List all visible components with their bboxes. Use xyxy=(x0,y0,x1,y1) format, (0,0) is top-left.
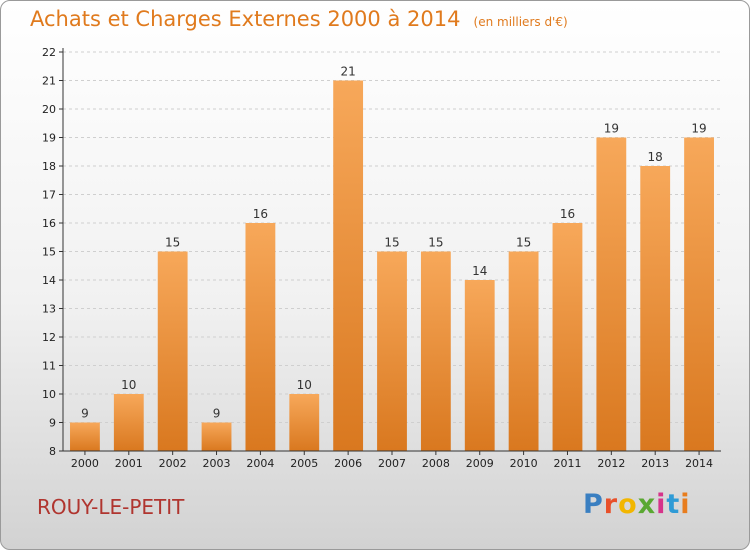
bar-value-label: 19 xyxy=(604,122,619,136)
x-tick-label: 2006 xyxy=(334,457,362,470)
x-axis: 2000 2001 2002 2003 2004 2005 2006 2007 2008 2009… xyxy=(63,450,721,470)
y-tick-label: 8 xyxy=(49,445,56,458)
bar-2007 xyxy=(377,251,407,451)
bar-value-label: 15 xyxy=(516,236,531,250)
bar-2009 xyxy=(464,280,495,451)
proxiti-logo: Proxiti xyxy=(583,489,691,520)
bar-2001 xyxy=(113,394,144,451)
bar-2008 xyxy=(420,251,451,451)
bar-2012 xyxy=(596,137,627,451)
x-tick-label: 2012 xyxy=(597,457,625,470)
bar-2010 xyxy=(508,251,539,451)
x-tick-label: 2008 xyxy=(422,457,450,470)
y-tick-label: 9 xyxy=(49,417,56,430)
y-axis: 8 9 10 11 12 13 14 15 16 17 18 19 20 21 22 xyxy=(42,46,64,458)
bar-2000 xyxy=(70,422,100,451)
y-tick-label: 21 xyxy=(42,75,56,88)
y-tick-label: 11 xyxy=(42,360,56,373)
logo-letter: i xyxy=(680,489,691,520)
logo-letter: P xyxy=(583,489,604,520)
bar-value-label: 16 xyxy=(253,207,268,221)
logo-letter: i xyxy=(656,489,667,520)
x-tick-label: 2000 xyxy=(71,457,99,470)
y-tick-label: 12 xyxy=(42,331,56,344)
bar-2005 xyxy=(289,394,320,451)
y-tick-label: 20 xyxy=(42,103,56,116)
x-tick-label: 2010 xyxy=(510,457,538,470)
bar-2011 xyxy=(552,223,583,451)
bar-value-label: 21 xyxy=(340,65,355,79)
x-tick-label: 2005 xyxy=(290,457,318,470)
logo-letter: t xyxy=(666,489,681,520)
bar-value-label: 15 xyxy=(384,236,399,250)
bar-value-label: 10 xyxy=(297,378,312,392)
bar-value-label: 15 xyxy=(428,236,443,250)
y-tick-label: 10 xyxy=(42,388,56,401)
x-tick-label: 2007 xyxy=(378,457,406,470)
y-tick-label: 15 xyxy=(42,246,56,259)
bar-value-label: 16 xyxy=(560,207,575,221)
place-name: ROUY-LE-PETIT xyxy=(37,495,185,519)
bar-value-label: 18 xyxy=(648,150,663,164)
x-tick-label: 2014 xyxy=(685,457,713,470)
x-tick-label: 2013 xyxy=(641,457,669,470)
y-tick-label: 19 xyxy=(42,132,56,145)
chart-title-block: Achats et Charges Externes 2000 à 2014 (… xyxy=(30,7,568,31)
y-tick-label: 17 xyxy=(42,189,56,202)
bar-2004 xyxy=(245,223,276,451)
bar-2014 xyxy=(684,137,714,451)
bar-2003 xyxy=(201,422,232,451)
x-tick-label: 2002 xyxy=(159,457,187,470)
bar-2002 xyxy=(157,251,188,451)
x-tick-label: 2011 xyxy=(553,457,581,470)
y-tick-label: 22 xyxy=(42,46,56,59)
x-tick-label: 2001 xyxy=(115,457,143,470)
x-tick-label: 2009 xyxy=(466,457,494,470)
bar-2013 xyxy=(640,166,671,451)
y-tick-label: 14 xyxy=(42,274,56,287)
bar-value-label: 14 xyxy=(472,264,487,278)
x-tick-label: 2003 xyxy=(203,457,231,470)
logo-letter: r xyxy=(603,489,619,520)
x-tick-label: 2004 xyxy=(246,457,274,470)
bar-value-label: 10 xyxy=(121,378,136,392)
bars: 9 10 15 9 16 10 21 15 15 14 15 16 19 18 19 xyxy=(70,65,714,451)
bar-2006 xyxy=(333,80,364,451)
bar-value-label: 19 xyxy=(691,122,706,136)
y-tick-label: 13 xyxy=(42,303,56,316)
chart-title: Achats et Charges Externes 2000 à 2014 xyxy=(30,7,461,31)
chart-unit: (en milliers d'€) xyxy=(473,15,568,29)
logo-letter: o xyxy=(618,489,638,520)
bar-value-label: 9 xyxy=(213,407,221,421)
bar-value-label: 15 xyxy=(165,236,180,250)
logo-letter: x xyxy=(637,489,657,520)
y-tick-label: 16 xyxy=(42,217,56,230)
bar-value-label: 9 xyxy=(81,407,89,421)
y-tick-label: 18 xyxy=(42,160,56,173)
